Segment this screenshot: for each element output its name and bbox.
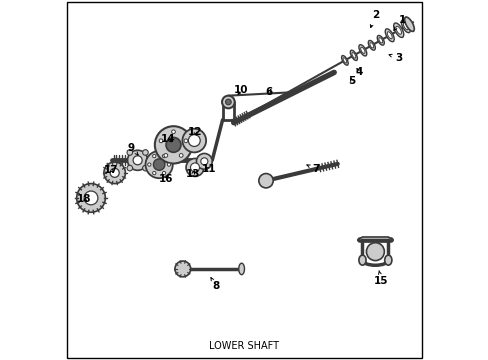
Circle shape [183,139,187,143]
Circle shape [84,191,98,205]
Ellipse shape [401,20,409,33]
Ellipse shape [341,55,347,65]
Ellipse shape [378,37,382,43]
Text: LOWER SHAFT: LOWER SHAFT [209,341,279,351]
Circle shape [110,168,119,177]
Circle shape [258,174,273,188]
Ellipse shape [393,23,403,37]
Circle shape [201,158,207,165]
Circle shape [188,135,200,147]
Ellipse shape [395,26,401,34]
Text: 14: 14 [161,134,175,144]
Ellipse shape [384,255,391,265]
Circle shape [142,150,148,155]
Circle shape [185,158,203,176]
Text: 11: 11 [201,164,215,174]
Text: 17: 17 [103,165,118,175]
Text: 16: 16 [158,174,172,184]
Circle shape [162,171,165,175]
Circle shape [225,99,231,105]
Text: 7: 7 [306,164,319,174]
Circle shape [104,162,125,184]
Circle shape [222,96,234,108]
Text: 1: 1 [393,15,405,30]
Text: 9: 9 [128,143,138,155]
Ellipse shape [367,40,375,50]
Circle shape [171,130,175,134]
Ellipse shape [369,42,373,48]
Circle shape [179,154,183,157]
Text: 18: 18 [77,194,91,204]
Circle shape [127,150,147,170]
Circle shape [155,126,192,163]
Ellipse shape [403,23,407,30]
Circle shape [159,139,163,143]
Ellipse shape [343,58,346,63]
Circle shape [182,129,206,152]
Text: 15: 15 [373,271,388,286]
Circle shape [127,150,132,155]
Circle shape [145,151,172,178]
Circle shape [133,156,142,165]
Text: 10: 10 [233,85,247,95]
Circle shape [190,163,199,172]
Text: 13: 13 [185,169,200,179]
Text: 4: 4 [355,67,362,77]
Text: 2: 2 [369,10,378,28]
Ellipse shape [404,17,413,31]
Ellipse shape [360,47,364,53]
Circle shape [153,159,164,170]
Text: 12: 12 [188,127,202,136]
Circle shape [366,243,384,261]
Circle shape [162,154,165,158]
Ellipse shape [385,29,393,42]
Text: 3: 3 [388,53,402,63]
Circle shape [166,138,181,152]
Circle shape [196,153,212,169]
Ellipse shape [238,263,244,275]
Ellipse shape [351,53,355,58]
Ellipse shape [358,255,366,265]
Circle shape [167,163,170,166]
Ellipse shape [386,32,391,39]
Circle shape [142,165,148,171]
Ellipse shape [349,50,357,60]
Circle shape [147,163,151,166]
Circle shape [152,171,156,175]
Text: 5: 5 [348,76,355,86]
Circle shape [77,184,105,212]
Text: 6: 6 [264,87,272,97]
Circle shape [127,165,132,171]
Circle shape [152,154,156,158]
Polygon shape [357,237,393,240]
Ellipse shape [358,45,366,56]
Circle shape [163,154,167,157]
Circle shape [175,261,190,277]
Text: 8: 8 [210,278,219,291]
Ellipse shape [376,35,384,45]
